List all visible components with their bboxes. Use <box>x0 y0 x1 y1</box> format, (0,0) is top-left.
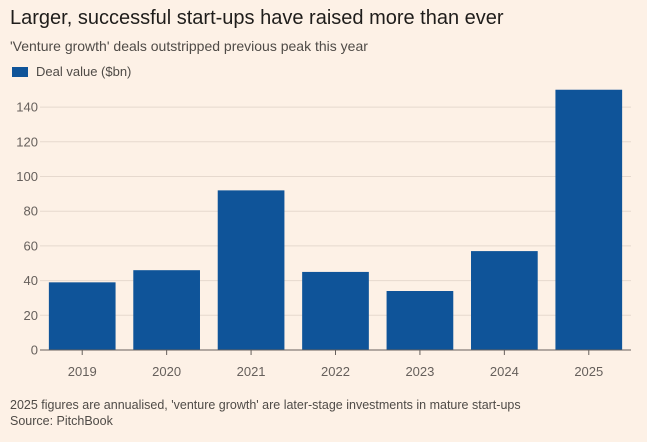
y-tick-label: 40 <box>24 273 38 288</box>
y-tick-label: 140 <box>16 100 38 115</box>
x-tick-label: 2020 <box>152 364 181 379</box>
bar <box>302 271 369 350</box>
bar <box>555 89 623 350</box>
chart-legend: Deal value ($bn) <box>12 64 131 79</box>
chart-subtitle: 'Venture growth' deals outstripped previ… <box>10 38 368 54</box>
y-tick-label: 80 <box>24 204 38 219</box>
x-tick-label: 2023 <box>405 364 434 379</box>
y-tick-label: 120 <box>16 134 38 149</box>
x-tick-label: 2024 <box>490 364 519 379</box>
chart-footnote: 2025 figures are annualised, 'venture gr… <box>10 398 521 412</box>
legend-swatch <box>12 66 28 77</box>
bar <box>217 190 285 350</box>
bar <box>386 291 454 350</box>
legend-label: Deal value ($bn) <box>36 64 132 79</box>
bar <box>48 282 116 350</box>
y-tick-label: 100 <box>16 169 38 184</box>
bar <box>133 270 200 350</box>
x-tick-label: 2022 <box>321 364 350 379</box>
chart-title: Larger, successful start-ups have raised… <box>10 7 504 29</box>
bar <box>471 251 538 350</box>
x-tick-label: 2021 <box>237 364 266 379</box>
chart-source: Source: PitchBook <box>10 414 113 428</box>
x-tick-label: 2019 <box>68 364 97 379</box>
x-tick-label: 2025 <box>574 364 603 379</box>
y-tick-label: 0 <box>31 343 38 358</box>
y-tick-label: 20 <box>24 308 38 323</box>
y-tick-label: 60 <box>24 238 38 253</box>
